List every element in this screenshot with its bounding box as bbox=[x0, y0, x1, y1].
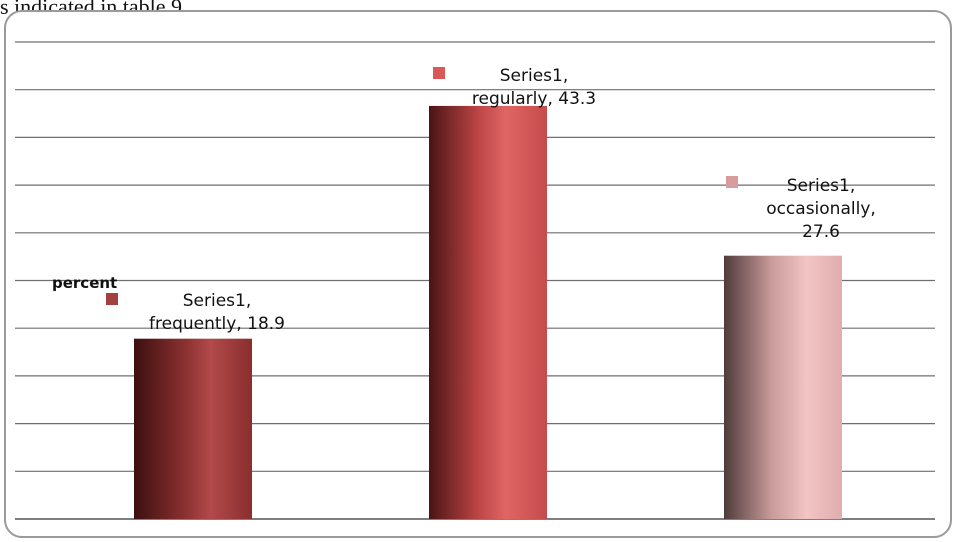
bar-occasionally bbox=[724, 255, 842, 520]
data-label-occasionally-line-2: occasionally, bbox=[766, 199, 876, 219]
data-label-occasionally-line-3: 27.6 bbox=[802, 222, 840, 242]
data-label-key-frequently bbox=[106, 293, 118, 305]
data-label-regularly-line-2: regularly, 43.3 bbox=[472, 89, 596, 109]
data-label-key-occasionally bbox=[726, 176, 738, 188]
data-label-regularly-line-1: Series1, bbox=[500, 66, 569, 86]
series-label: percent bbox=[52, 274, 117, 292]
bars bbox=[134, 105, 842, 520]
bar-frequently bbox=[134, 338, 252, 519]
data-label-occasionally-line-1: Series1, bbox=[787, 176, 856, 196]
data-label-frequently-line-2: frequently, 18.9 bbox=[149, 314, 285, 334]
data-labels: Series1, frequently, 18.9 Series1, regularl… bbox=[106, 66, 876, 334]
data-label-key-regularly bbox=[433, 67, 445, 79]
data-label-frequently-line-1: Series1, bbox=[183, 291, 252, 311]
bar-regularly bbox=[429, 105, 547, 519]
